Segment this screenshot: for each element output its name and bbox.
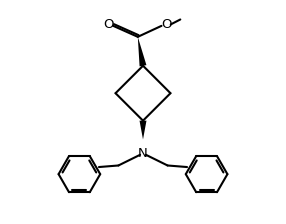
Text: N: N	[138, 147, 148, 160]
Text: O: O	[103, 18, 113, 31]
Polygon shape	[140, 121, 146, 140]
Polygon shape	[138, 37, 146, 66]
Text: O: O	[162, 18, 172, 31]
